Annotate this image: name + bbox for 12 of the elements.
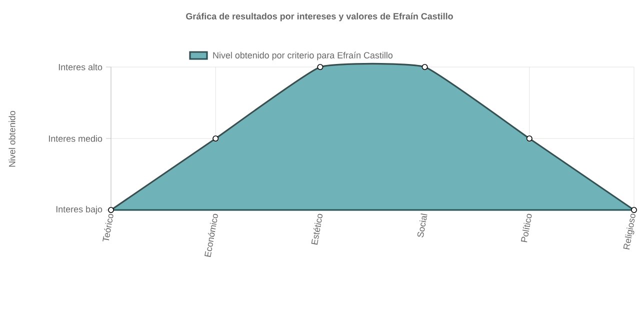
ref-line-label: Interes bajo <box>56 206 102 214</box>
ref-line-label: Interes alto <box>58 64 102 70</box>
x-tick-label: Religioso <box>623 214 636 250</box>
x-tick-label: Estético <box>311 214 322 245</box>
x-tick-label: Social <box>417 213 428 238</box>
x-tick-label: Económico <box>204 214 218 257</box>
x-tick-label: Político <box>520 214 532 242</box>
text: Nivel obtenido <box>8 110 16 167</box>
ref-line-label: Interes medio <box>48 135 102 142</box>
series-label: Nivel obtenido por criterio para Efraín Castillo <box>213 52 393 60</box>
x-tick-label: Teórico <box>102 214 114 242</box>
chart-title: Gráfica de resultados por intereses y valores de Efraín Castillo <box>186 12 453 22</box>
